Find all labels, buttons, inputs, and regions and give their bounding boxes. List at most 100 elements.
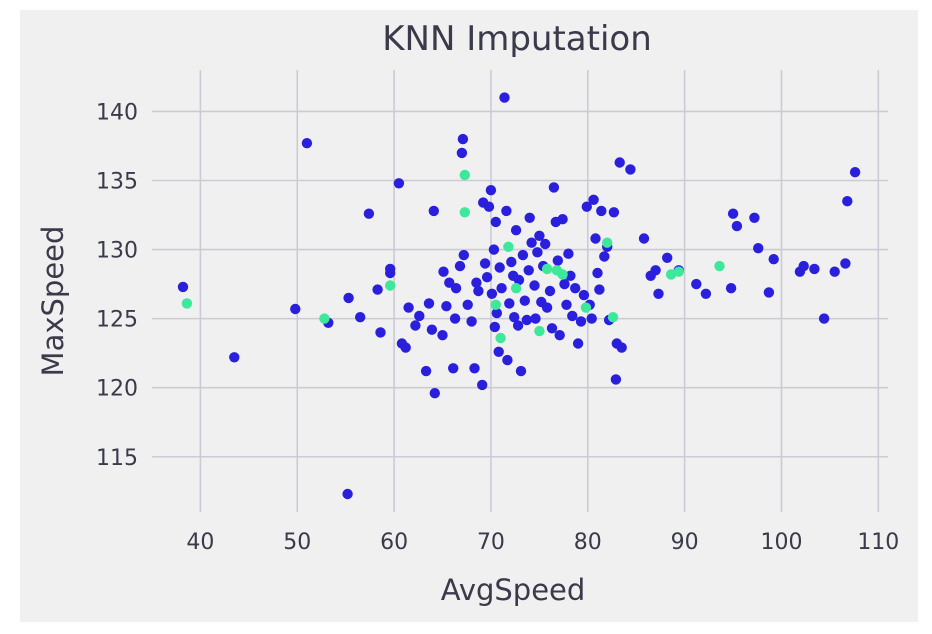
y-tick-label: 125	[96, 308, 138, 333]
observed-point	[372, 284, 383, 295]
observed-point	[342, 488, 353, 500]
observed-point	[561, 299, 572, 310]
observed-point	[725, 283, 737, 294]
observed-point	[471, 277, 482, 288]
observed-point	[428, 205, 439, 217]
observed-point	[557, 214, 568, 225]
observed-point	[449, 313, 461, 324]
x-tick-label: 60	[380, 530, 408, 555]
observed-point	[829, 266, 840, 277]
observed-point	[456, 147, 468, 159]
observed-point	[809, 263, 820, 275]
observed-point	[523, 265, 534, 276]
observed-point	[517, 249, 529, 261]
y-tick-label: 130	[96, 239, 138, 264]
observed-point	[450, 283, 462, 294]
observed-point	[506, 256, 517, 268]
observed-point	[840, 258, 851, 269]
observed-point	[798, 260, 809, 272]
observed-point	[479, 258, 491, 269]
observed-point	[438, 266, 449, 277]
imputed-point	[607, 312, 619, 323]
x-tick-label: 90	[671, 530, 699, 555]
observed-point	[496, 283, 507, 294]
observed-point	[691, 278, 702, 290]
observed-point	[586, 313, 597, 324]
observed-point	[477, 379, 488, 391]
observed-point	[469, 363, 480, 374]
observed-point	[454, 260, 466, 272]
observed-point	[727, 208, 739, 219]
observed-point	[544, 285, 556, 297]
observed-point	[532, 247, 543, 258]
imputed-point	[541, 263, 553, 275]
observed-point	[462, 299, 473, 310]
observed-point	[768, 254, 779, 265]
observed-point	[441, 301, 452, 312]
observed-point	[552, 255, 563, 266]
observed-point	[548, 182, 560, 193]
observed-point	[501, 205, 512, 217]
x-axis-label: AvgSpeed	[441, 573, 586, 607]
x-tick-label: 50	[283, 530, 311, 555]
observed-point	[385, 263, 396, 275]
observed-point	[414, 310, 425, 322]
observed-point	[650, 265, 661, 276]
observed-point	[524, 212, 535, 223]
observed-point	[596, 205, 607, 217]
observed-point	[818, 313, 830, 324]
observed-point	[486, 288, 498, 299]
observed-point	[229, 352, 240, 363]
observed-point	[489, 321, 500, 333]
observed-point	[423, 298, 435, 309]
y-axis-label: MaxSpeed	[36, 226, 70, 377]
observed-point	[301, 138, 313, 149]
observed-point	[610, 374, 622, 385]
observed-point	[488, 244, 500, 255]
observed-point	[849, 167, 861, 178]
observed-point	[502, 354, 513, 366]
x-tick-label: 80	[574, 530, 602, 555]
observed-point	[400, 342, 411, 353]
observed-point	[375, 327, 386, 338]
observed-point	[494, 262, 505, 273]
observed-point	[662, 252, 673, 263]
observed-point	[513, 274, 525, 286]
tick-labels: 40 50 60 70 80 90 100 110 115 120 125 130 135 140	[96, 100, 899, 555]
observed-point	[290, 303, 301, 315]
imputed-point	[319, 313, 330, 324]
observed-point	[530, 313, 541, 324]
observed-point	[575, 316, 587, 327]
imputed-point	[510, 283, 522, 294]
observed-point	[563, 248, 574, 259]
observed-point	[638, 233, 650, 244]
observed-point	[473, 285, 484, 297]
observed-point	[608, 207, 620, 218]
imputed-point	[503, 241, 514, 252]
chart-title: KNN Imputation	[382, 19, 652, 59]
imputed-point	[459, 207, 470, 218]
observed-point	[842, 196, 853, 207]
observed-point	[515, 365, 527, 377]
imputed-point	[490, 299, 501, 310]
observed-point	[753, 243, 764, 254]
x-tick-label: 70	[477, 530, 505, 555]
imputed-point	[459, 169, 470, 181]
y-tick-label: 135	[96, 170, 138, 195]
observed-point	[625, 164, 636, 175]
observed-point	[499, 92, 510, 103]
observed-point	[763, 287, 775, 298]
observed-point	[483, 201, 495, 212]
observed-point	[588, 194, 599, 205]
x-tick-label: 100	[760, 530, 802, 555]
observed-point	[749, 212, 760, 223]
observed-point	[540, 238, 551, 250]
observed-point	[437, 330, 448, 341]
data-points	[177, 92, 861, 500]
observed-point	[521, 314, 532, 326]
observed-point	[592, 267, 603, 279]
observed-point	[567, 310, 578, 322]
grid	[152, 70, 888, 512]
observed-point	[426, 324, 438, 335]
